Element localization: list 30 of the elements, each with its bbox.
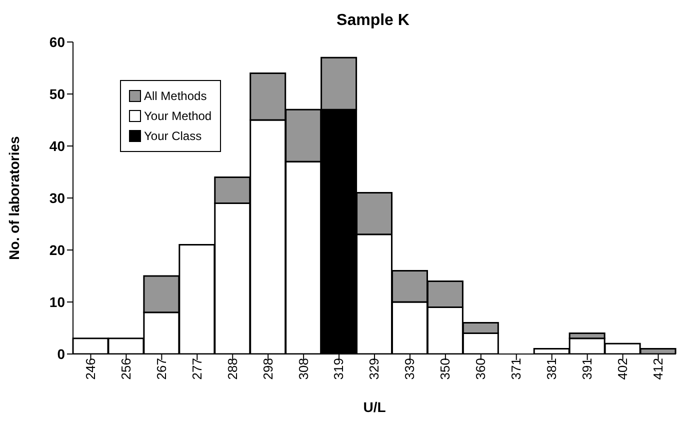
x-tick-label: 371 — [508, 358, 524, 380]
x-tick-label: 277 — [189, 358, 204, 380]
x-tick-label: 339 — [402, 358, 418, 380]
x-tick-label: 308 — [296, 358, 311, 380]
x-tick-label: 381 — [544, 358, 560, 380]
x-tick-label: 350 — [438, 358, 453, 380]
x-tick-label: 391 — [580, 358, 595, 380]
x-tick-label: 298 — [260, 358, 276, 380]
legend-label: Your Class — [144, 129, 202, 143]
x-tick-label: 329 — [366, 358, 382, 380]
chart-title: Sample K — [336, 11, 410, 30]
y-tick-label: 20 — [49, 242, 66, 258]
x-tick-label: 267 — [154, 358, 169, 380]
x-tick-label: 288 — [224, 358, 240, 380]
y-tick-label: 50 — [49, 86, 66, 102]
y-tick-label: 40 — [49, 138, 66, 154]
y-tick-label: 10 — [49, 294, 66, 310]
y-tick-label: 60 — [49, 34, 66, 50]
legend-label: All Methods — [144, 89, 207, 103]
x-tick-label: 360 — [473, 358, 488, 380]
x-tick-label: 412 — [650, 358, 666, 380]
x-axis-title: U/L — [363, 399, 386, 415]
y-axis-title: No. of laboratories — [6, 136, 22, 260]
x-tick-label: 256 — [118, 358, 134, 380]
x-tick-label: 402 — [615, 358, 630, 380]
x-tick-label: 319 — [331, 358, 346, 380]
x-tick-label: 246 — [82, 358, 98, 380]
legend-label: Your Method — [144, 109, 212, 123]
y-tick-label: 0 — [57, 346, 66, 362]
y-tick-label: 30 — [49, 190, 66, 206]
